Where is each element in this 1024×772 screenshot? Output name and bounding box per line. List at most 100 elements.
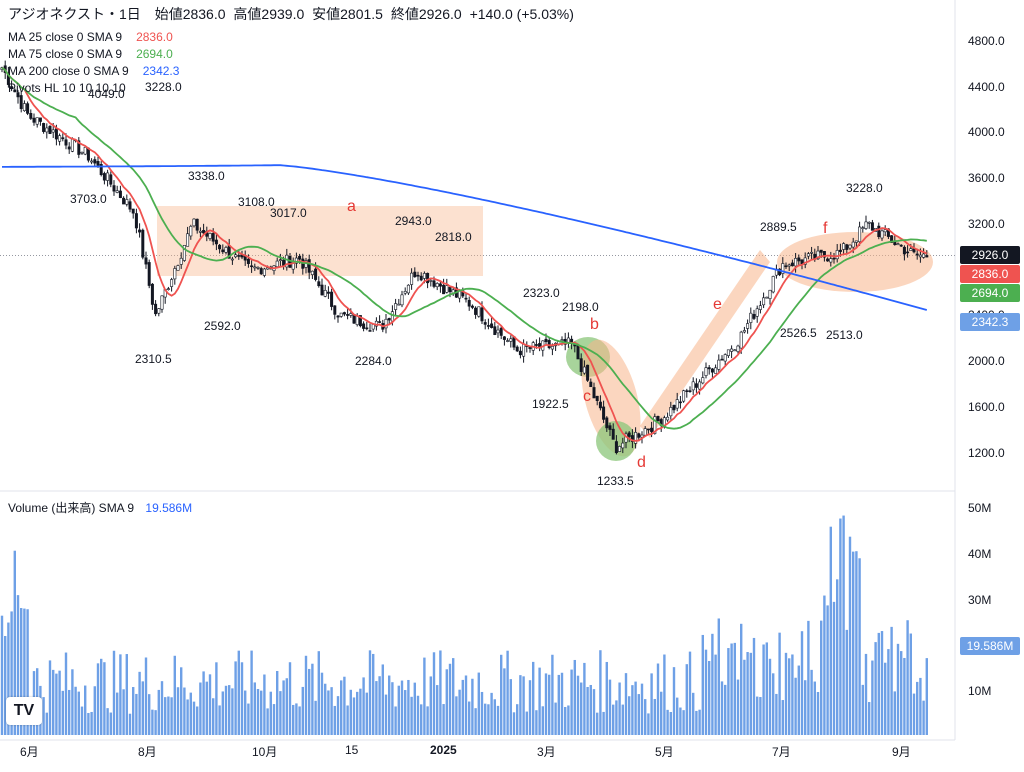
candle-body: [643, 428, 647, 436]
volume-bar: [749, 652, 752, 735]
volume-bar: [400, 680, 404, 735]
candle-body: [710, 368, 714, 373]
volume-bar: [541, 706, 544, 735]
volume-bar: [189, 692, 192, 735]
volume-bar: [333, 705, 336, 735]
volume-bar: [10, 611, 13, 735]
volume-bar: [343, 676, 346, 735]
volume-bar: [436, 685, 439, 735]
volume-bar: [852, 551, 855, 735]
volume-bar: [909, 633, 912, 735]
candle-body: [688, 390, 692, 392]
volume-bar: [215, 662, 218, 735]
pivot-label: 2323.0: [523, 286, 560, 300]
close-value: 2926.0: [418, 6, 462, 22]
volume-bar: [205, 681, 208, 735]
candle-body: [80, 151, 84, 154]
candle-body: [858, 226, 862, 243]
volume-bar: [631, 685, 634, 735]
volume-bar: [77, 691, 80, 735]
candle-body: [160, 295, 164, 310]
volume-bar: [775, 693, 778, 735]
tradingview-logo[interactable]: TV: [6, 697, 42, 725]
candle-body: [285, 254, 289, 268]
candle-body: [390, 311, 394, 322]
candle-body: [282, 259, 286, 266]
volume-bar: [426, 706, 429, 735]
candle-body: [64, 139, 68, 146]
volume-bar: [340, 680, 343, 735]
volume-bar: [253, 682, 256, 735]
annotation-d[interactable]: d: [637, 454, 646, 471]
volume-bar: [845, 629, 848, 735]
indicator-ma25[interactable]: MA 25 close 0 SMA 9 2836.0: [8, 29, 173, 45]
candle-body: [134, 213, 138, 229]
annotation-a[interactable]: a: [347, 198, 356, 215]
volume-bar: [42, 697, 45, 735]
candle-body: [848, 244, 852, 249]
ma25-line: [1, 66, 928, 442]
volume-bar: [96, 663, 100, 735]
volume-bar: [71, 669, 74, 735]
candle-body: [314, 268, 318, 280]
annotation-e[interactable]: e: [713, 296, 722, 313]
candle-body: [499, 327, 503, 336]
volume-bar: [157, 689, 160, 735]
candle-body: [771, 276, 775, 293]
volume-bar: [788, 658, 791, 735]
candle-body: [794, 258, 798, 267]
candle-body: [118, 190, 122, 198]
indicator-ma200[interactable]: MA 200 close 0 SMA 9 2342.3: [8, 63, 179, 79]
volume-bar: [256, 689, 260, 735]
volume-bar: [698, 709, 701, 735]
volume-bar: [151, 709, 154, 735]
volume-bar: [621, 704, 624, 735]
indicator-value: 2342.3: [142, 64, 180, 78]
symbol-name[interactable]: アジオネクスト・1日: [8, 6, 141, 22]
time-tick: 5月: [655, 745, 674, 759]
candle-body: [902, 246, 906, 255]
pivot-label: 2513.0: [826, 328, 863, 342]
annotation-f[interactable]: f: [823, 220, 828, 237]
indicator-ma75[interactable]: MA 75 close 0 SMA 9 2694.0: [8, 46, 173, 62]
annotation-c[interactable]: c: [583, 388, 591, 405]
volume-header[interactable]: Volume (出来高) SMA 9 19.586M: [8, 499, 192, 516]
price-tick: 3600.0: [968, 171, 1005, 185]
volume-bar: [388, 675, 391, 735]
candle-body: [278, 259, 282, 261]
indicator-pivots[interactable]: Pivots HL 10 10 10 10: [8, 80, 126, 96]
volume-bar: [560, 672, 564, 735]
candle-body: [413, 271, 417, 278]
volume-bar: [282, 680, 285, 735]
pivot-label: 3108.0: [238, 195, 275, 209]
candle-body: [864, 221, 868, 229]
candle-body: [362, 323, 366, 329]
candle-body: [589, 381, 593, 388]
candle-body: [486, 325, 490, 327]
volume-bar: [877, 632, 880, 735]
volume-bar: [890, 626, 893, 735]
volume-bar: [912, 693, 916, 735]
change-value: +140.0 (+5.03%): [469, 6, 574, 22]
pivot-label: 2818.0: [435, 230, 472, 244]
volume-bar: [106, 708, 109, 735]
volume-bar: [752, 637, 756, 735]
pivot-label: 2310.5: [135, 352, 172, 366]
candle-body: [586, 364, 590, 381]
volume-bar: [900, 651, 903, 735]
candle-body: [790, 262, 794, 267]
candle-body: [704, 367, 708, 376]
volume-bar: [800, 631, 804, 735]
volume-bar: [141, 681, 144, 735]
volume-bar: [471, 678, 474, 735]
volume-bar: [160, 681, 164, 735]
candle-body: [909, 248, 913, 251]
candle-body: [707, 367, 711, 370]
volume-bar: [445, 669, 448, 735]
volume-bar: [685, 664, 688, 735]
annotation-b[interactable]: b: [590, 316, 599, 333]
candle-body: [330, 291, 334, 307]
candle-body: [394, 303, 398, 310]
volume-bar: [692, 692, 695, 735]
